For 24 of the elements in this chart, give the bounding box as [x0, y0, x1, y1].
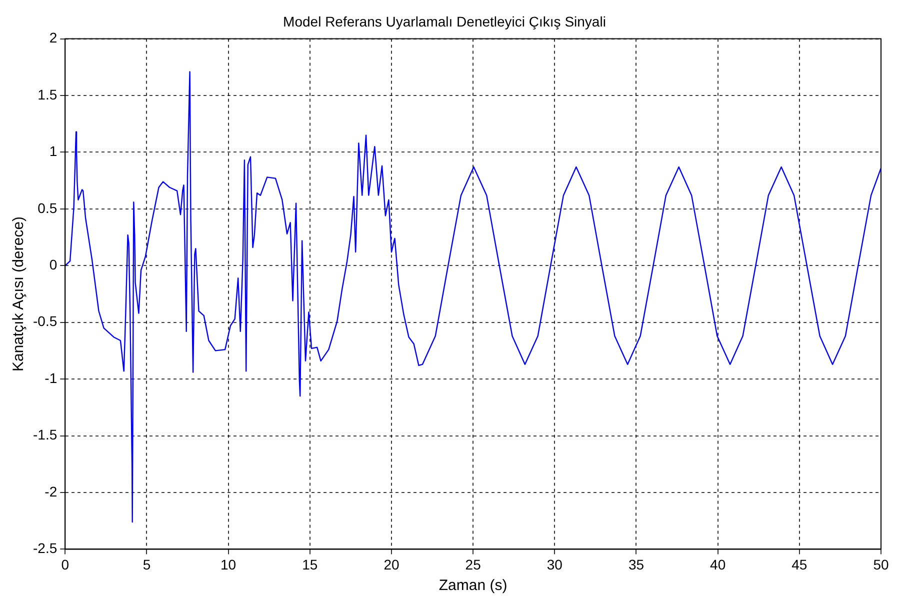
y-tick-label: -2.5: [33, 540, 58, 556]
y-tick-label: -1: [44, 370, 58, 386]
x-tick-label: 50: [873, 556, 889, 572]
y-tick-label: -1.5: [33, 426, 58, 443]
y-tick-label: 1.5: [38, 86, 58, 102]
chart-title: Model Referans Uyarlamalı Denetleyici Çıkış Sinyali: [283, 13, 606, 30]
y-axis-title: Kanatçık Açısı (derece): [10, 216, 28, 372]
y-tick-label: -0.5: [33, 313, 58, 330]
x-tick-label: 10: [220, 556, 236, 572]
x-axis-title: Zaman (s): [438, 577, 508, 594]
y-tick-label: 2: [49, 30, 58, 46]
y-tick-label: -2: [44, 483, 58, 500]
x-tick-label: 25: [465, 556, 482, 572]
x-tick-label: 20: [384, 556, 400, 572]
x-tick-label: 35: [628, 556, 644, 572]
x-tick-label: 30: [546, 556, 563, 572]
x-tick-label: 40: [710, 556, 726, 572]
y-tick-label: 1: [49, 143, 58, 160]
x-tick-label: 5: [142, 556, 151, 572]
y-tick-label: 0: [49, 256, 58, 273]
y-tick-label: 0.5: [38, 200, 58, 216]
x-tick-label: 15: [302, 556, 318, 572]
x-tick-label: 45: [792, 556, 808, 572]
x-tick-label: 0: [61, 556, 70, 572]
